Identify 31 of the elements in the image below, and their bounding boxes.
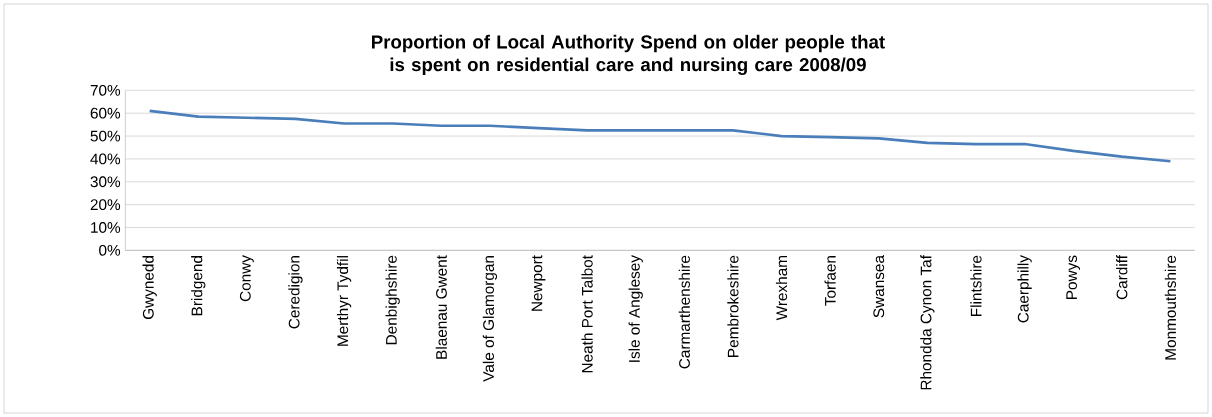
x-tick-label: Powys — [1066, 255, 1081, 299]
y-tick-label: 0% — [99, 244, 121, 256]
x-tick-label: Gwynedd — [142, 256, 157, 320]
x-tick-label: Blaenau Gwent — [435, 255, 447, 359]
x-tick-label: Flintshire — [970, 255, 982, 316]
x-tick-label: Ceredigion — [288, 256, 303, 329]
x-tick-label: Torfaen — [824, 256, 836, 306]
x-tick-label: Swansea — [873, 255, 885, 318]
x-tick-label: Rhondda Cynon Taf — [920, 255, 935, 390]
x-tick-label: Cardiff — [1116, 255, 1128, 300]
x-tick-label: Caerphilly — [1017, 255, 1032, 323]
x-tick-label: Merthyr Tydfil — [336, 256, 352, 346]
y-tick-label: 60% — [90, 107, 121, 119]
x-tick-label: Neath Port Talbot — [581, 255, 593, 373]
y-tick-label: 20% — [90, 199, 121, 211]
x-tick-label: Isle of Anglesey — [628, 255, 643, 362]
x-tick-label: Conwy — [239, 255, 254, 302]
x-tick-label: Vale of Glamorgan — [482, 256, 498, 382]
y-tick-label: 70% — [90, 84, 121, 96]
x-tick-label: Pembrokeshire — [727, 255, 739, 357]
y-tick-label: 10% — [91, 222, 121, 233]
x-tick-label: Denbighshire — [385, 255, 400, 345]
y-tick-label: 50% — [90, 130, 121, 142]
y-tick-label: 40% — [90, 153, 121, 165]
x-tick-label: Newport — [531, 255, 546, 311]
x-tick-label: Wrexham — [775, 256, 788, 321]
x-tick-label: Carmarthenshire — [678, 255, 690, 369]
y-tick-label: 30% — [90, 176, 121, 188]
chart-title: Proportion of Local Authority Spend on older people that is spent on residential care and nursing care 2008/09 — [372, 34, 885, 76]
x-tick-label: Bridgend — [191, 256, 206, 316]
x-tick-label: Monmouthshire — [1164, 255, 1177, 360]
